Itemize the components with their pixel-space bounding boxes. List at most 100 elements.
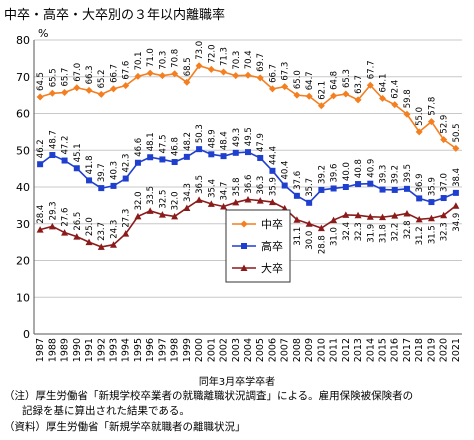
data-point bbox=[428, 199, 435, 206]
data-label: 31.1 bbox=[293, 227, 303, 246]
data-point bbox=[342, 90, 350, 98]
data-point bbox=[220, 153, 227, 160]
x-tick-label: 2017 bbox=[402, 338, 413, 362]
data-label: 31.0 bbox=[330, 227, 340, 246]
data-point bbox=[220, 202, 228, 210]
data-point bbox=[36, 226, 44, 233]
x-tick-label: 1996 bbox=[145, 338, 156, 362]
x-tick-label: 2000 bbox=[194, 338, 205, 362]
data-point bbox=[61, 89, 69, 97]
x-tick-label: 2010 bbox=[316, 338, 327, 362]
data-point bbox=[122, 175, 129, 182]
data-point bbox=[48, 222, 56, 230]
data-label: 72.0 bbox=[207, 44, 217, 63]
x-tick-label: 2011 bbox=[329, 338, 340, 362]
data-label: 28.8 bbox=[317, 235, 327, 254]
x-tick-label: 1995 bbox=[133, 338, 144, 362]
data-label: 64.8 bbox=[330, 71, 340, 90]
data-point bbox=[416, 195, 423, 202]
data-label: 39.3 bbox=[379, 165, 389, 184]
data-label: 44.4 bbox=[268, 146, 278, 165]
data-label: 65.5 bbox=[48, 68, 58, 87]
data-point bbox=[244, 71, 252, 79]
data-label: 35.9 bbox=[268, 177, 278, 196]
data-point bbox=[379, 94, 387, 102]
data-label: 32.2 bbox=[391, 223, 401, 242]
data-labels: 64.5 65.5 65.7 67.0 66.3 65.2 66.7 67.6 70.1 71.0… bbox=[36, 41, 462, 254]
data-point bbox=[73, 233, 81, 240]
chart-area: 0 10 20 30 40 50 60 70 80 1987 1988 1989 1990 1991 19… bbox=[0, 22, 474, 372]
data-point bbox=[245, 149, 251, 156]
data-label: 30.0 bbox=[305, 231, 315, 250]
data-point bbox=[159, 156, 166, 163]
note-line-3: （資料）厚生労働省「新規学卒就職者の離職状況」 bbox=[4, 421, 246, 433]
data-label: 46.8 bbox=[171, 137, 181, 156]
data-label: 67.3 bbox=[281, 62, 291, 81]
data-label: 47.2 bbox=[61, 136, 71, 155]
data-label: 26.5 bbox=[73, 212, 83, 231]
data-label: 67.7 bbox=[366, 60, 376, 79]
data-label: 32.5 bbox=[158, 190, 168, 209]
data-point bbox=[109, 241, 117, 248]
data-label: 40.9 bbox=[366, 159, 376, 178]
data-label: 49.5 bbox=[244, 127, 254, 146]
data-point bbox=[195, 196, 203, 203]
data-label: 64.1 bbox=[379, 73, 389, 92]
data-label: 31.2 bbox=[415, 226, 425, 245]
data-label: 35.9 bbox=[427, 177, 437, 196]
data-point bbox=[97, 243, 105, 250]
data-point bbox=[257, 154, 264, 161]
y-tick-label: 10 bbox=[16, 291, 30, 304]
data-label: 39.7 bbox=[97, 163, 107, 182]
x-tick-label: 2008 bbox=[292, 338, 303, 362]
data-point bbox=[366, 81, 374, 89]
data-point bbox=[452, 189, 459, 196]
data-point bbox=[403, 110, 411, 118]
data-label: 46.6 bbox=[134, 138, 144, 157]
data-label: 64.5 bbox=[36, 72, 46, 91]
data-label: 65.2 bbox=[97, 69, 107, 88]
x-tick-label: 1987 bbox=[35, 338, 46, 362]
data-label: 66.7 bbox=[268, 64, 278, 83]
y-tick-label: 60 bbox=[16, 108, 30, 121]
data-label: 69.7 bbox=[256, 53, 266, 72]
data-point bbox=[171, 70, 179, 78]
legend-label: 大卒 bbox=[261, 261, 283, 275]
data-label: 65.0 bbox=[293, 70, 303, 89]
x-tick-label: 1999 bbox=[182, 338, 193, 362]
data-label: 50.5 bbox=[452, 123, 462, 142]
y-tick-labels: 0 10 20 30 40 50 60 70 80 bbox=[16, 34, 30, 341]
data-point bbox=[354, 96, 362, 104]
data-label: 32.0 bbox=[171, 191, 181, 210]
data-point bbox=[452, 202, 460, 209]
data-label: 73.0 bbox=[195, 41, 205, 60]
data-point bbox=[256, 74, 264, 82]
data-point bbox=[122, 82, 130, 90]
data-point bbox=[171, 159, 178, 166]
x-tick-label: 1991 bbox=[84, 338, 95, 362]
x-tick-label: 2014 bbox=[365, 338, 376, 362]
data-label: 41.8 bbox=[85, 155, 95, 174]
data-point bbox=[195, 62, 203, 70]
data-label: 40.0 bbox=[342, 162, 352, 181]
x-tick-label: 2015 bbox=[378, 338, 389, 362]
data-label: 40.3 bbox=[109, 161, 119, 180]
data-label: 24.3 bbox=[109, 220, 119, 239]
legend-label: 中卒 bbox=[261, 217, 283, 231]
data-point bbox=[86, 177, 93, 184]
x-tick-label: 2005 bbox=[255, 338, 266, 362]
data-point bbox=[415, 215, 423, 223]
data-point bbox=[366, 213, 374, 220]
note-line-1: （注）厚生労働省「新規学校卒業者の就職離職状況調査」による。雇用保険被保険者の bbox=[4, 390, 414, 402]
data-label: 28.4 bbox=[36, 205, 46, 224]
data-point bbox=[171, 212, 179, 220]
data-label: 25.0 bbox=[85, 217, 95, 236]
y-unit-label: % bbox=[38, 27, 48, 40]
data-point bbox=[146, 69, 154, 77]
data-point bbox=[391, 101, 399, 109]
data-label: 45.1 bbox=[73, 143, 83, 162]
data-point bbox=[440, 136, 448, 144]
data-label: 39.6 bbox=[330, 164, 340, 183]
